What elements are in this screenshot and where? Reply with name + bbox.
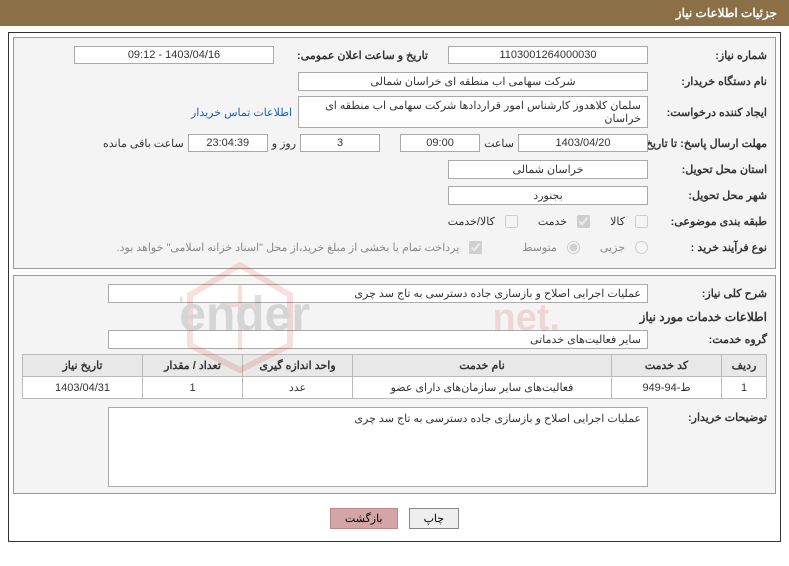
buyer-desc-text: عملیات اجرایی اصلاح و بازسازی جاده دسترس… — [108, 407, 648, 487]
services-title: اطلاعات خدمات مورد نیاز — [22, 310, 767, 324]
col-unit: واحد اندازه گیری — [243, 355, 353, 377]
cat-service-checkbox — [577, 215, 590, 228]
requester-field: سلمان کلاهدوز کارشناس امور قراردادها شرک… — [298, 96, 648, 128]
col-row: ردیف — [722, 355, 767, 377]
remaining-label: ساعت باقی مانده — [103, 137, 184, 150]
col-service-name: نام خدمت — [353, 355, 612, 377]
deadline-date-field: 1403/04/20 — [518, 134, 648, 152]
cell-service-name: فعالیت‌های سایر سازمان‌های دارای عضو — [353, 377, 612, 399]
buyer-contact-link[interactable]: اطلاعات تماس خریدار — [191, 106, 292, 119]
deadline-label: مهلت ارسال پاسخ: تا تاریخ: — [652, 137, 767, 150]
need-number-label: شماره نیاز: — [652, 49, 767, 62]
col-need-date: تاریخ نیاز — [23, 355, 143, 377]
countdown-field: 23:04:39 — [188, 134, 268, 152]
table-row: 1 ط-94-949 فعالیت‌های سایر سازمان‌های دا… — [23, 377, 767, 399]
cat-goods-service-checkbox — [505, 215, 518, 228]
need-overview-panel: شرح کلی نیاز: عملیات اجرایی اصلاح و بازس… — [13, 275, 776, 494]
page-title: جزئیات اطلاعات نیاز — [676, 6, 777, 20]
cat-goods-checkbox — [635, 215, 648, 228]
cat-goods-label: کالا — [610, 215, 625, 228]
announce-label: تاریخ و ساعت اعلان عمومی: — [278, 49, 428, 62]
payment-note-label: پرداخت تمام یا بخشی از مبلغ خرید،از محل … — [117, 241, 460, 254]
cell-service-code: ط-94-949 — [612, 377, 722, 399]
overview-label: شرح کلی نیاز: — [652, 287, 767, 300]
buyer-desc-label: توضیحات خریدار: — [652, 407, 767, 424]
province-label: استان محل تحویل: — [652, 163, 767, 176]
service-group-field: سایر فعالیت‌های خدماتی — [108, 330, 648, 349]
deadline-time-field: 09:00 — [400, 134, 480, 152]
buyer-org-label: نام دستگاه خریدار: — [652, 75, 767, 88]
cell-need-date: 1403/04/31 — [23, 377, 143, 399]
procurement-type-label: نوع فرآیند خرید : — [652, 241, 767, 254]
days-remaining-field: 3 — [300, 134, 380, 152]
city-field: بجنورد — [448, 186, 648, 205]
print-button[interactable]: چاپ — [409, 508, 460, 529]
page-header: جزئیات اطلاعات نیاز — [0, 0, 789, 26]
pt-minor-label: جزیی — [600, 241, 625, 254]
time-label: ساعت — [484, 137, 514, 150]
col-qty: تعداد / مقدار — [143, 355, 243, 377]
pt-medium-label: متوسط — [522, 241, 557, 254]
general-info-panel: شماره نیاز: 1103001264000030 تاریخ و ساع… — [13, 37, 776, 269]
city-label: شهر محل تحویل: — [652, 189, 767, 202]
announce-datetime-field: 1403/04/16 - 09:12 — [74, 46, 274, 64]
main-border: شماره نیاز: 1103001264000030 تاریخ و ساع… — [8, 32, 781, 542]
service-group-label: گروه خدمت: — [652, 333, 767, 346]
pt-medium-radio — [567, 241, 580, 254]
cat-goods-service-label: کالا/خدمت — [448, 215, 495, 228]
buyer-org-field: شرکت سهامی اب منطقه ای خراسان شمالی — [298, 72, 648, 91]
back-button[interactable]: بازگشت — [330, 508, 398, 529]
category-label: طبقه بندی موضوعی: — [652, 215, 767, 228]
cell-qty: 1 — [143, 377, 243, 399]
cat-service-label: خدمت — [538, 215, 567, 228]
overview-field: عملیات اجرایی اصلاح و بازسازی جاده دسترس… — [108, 284, 648, 303]
cell-row: 1 — [722, 377, 767, 399]
col-service-code: کد خدمت — [612, 355, 722, 377]
need-number-field: 1103001264000030 — [448, 46, 648, 64]
pt-minor-radio — [635, 241, 648, 254]
province-field: خراسان شمالی — [448, 160, 648, 179]
button-row: چاپ بازگشت — [13, 500, 776, 537]
requester-label: ایجاد کننده درخواست: — [652, 106, 767, 119]
days-and-label: روز و — [272, 137, 296, 150]
payment-note-checkbox — [469, 241, 482, 254]
table-header-row: ردیف کد خدمت نام خدمت واحد اندازه گیری ت… — [23, 355, 767, 377]
services-table: ردیف کد خدمت نام خدمت واحد اندازه گیری ت… — [22, 354, 767, 399]
cell-unit: عدد — [243, 377, 353, 399]
